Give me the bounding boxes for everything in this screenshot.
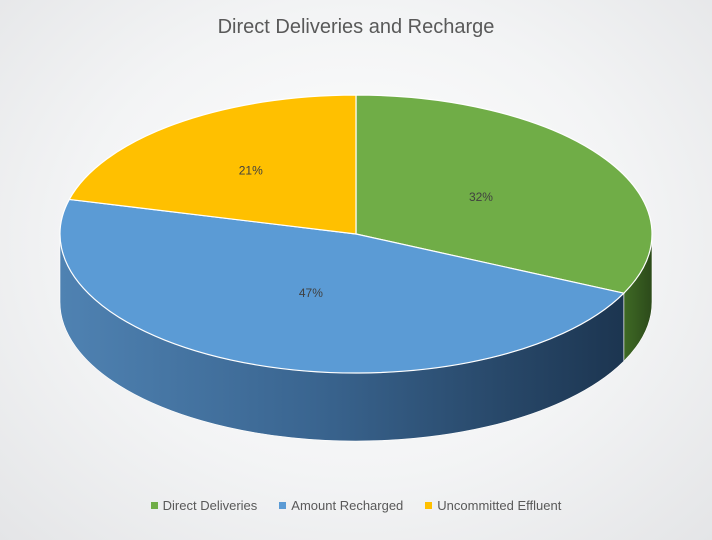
- data-label-uncommitted-effluent: 21%: [239, 163, 263, 177]
- legend-item-amount-recharged: Amount Recharged: [279, 498, 403, 513]
- legend-swatch-uncommitted-effluent: [425, 502, 433, 509]
- pie-slice-amount-recharged: [59, 198, 626, 374]
- data-label-direct-deliveries: 32%: [469, 190, 493, 204]
- legend-swatch-direct-deliveries: [150, 502, 158, 509]
- legend-label-direct-deliveries: Direct Deliveries: [162, 498, 258, 513]
- legend: Direct Deliveries Amount Recharged Uncom…: [0, 498, 712, 513]
- pie-slice-direct-deliveries: [355, 94, 653, 294]
- data-label-amount-recharged: 47%: [299, 286, 323, 300]
- legend-label-amount-recharged: Amount Recharged: [291, 498, 404, 513]
- legend-swatch-amount-recharged: [279, 502, 287, 509]
- chart-title: Direct Deliveries and Recharge: [217, 16, 495, 38]
- legend-item-uncommitted-effluent: Uncommitted Effluent: [425, 498, 561, 513]
- legend-label-uncommitted-effluent: Uncommitted Effluent: [437, 498, 562, 513]
- pie-slice-uncommitted-effluent: [68, 94, 357, 235]
- legend-item-direct-deliveries: Direct Deliveries: [150, 498, 258, 513]
